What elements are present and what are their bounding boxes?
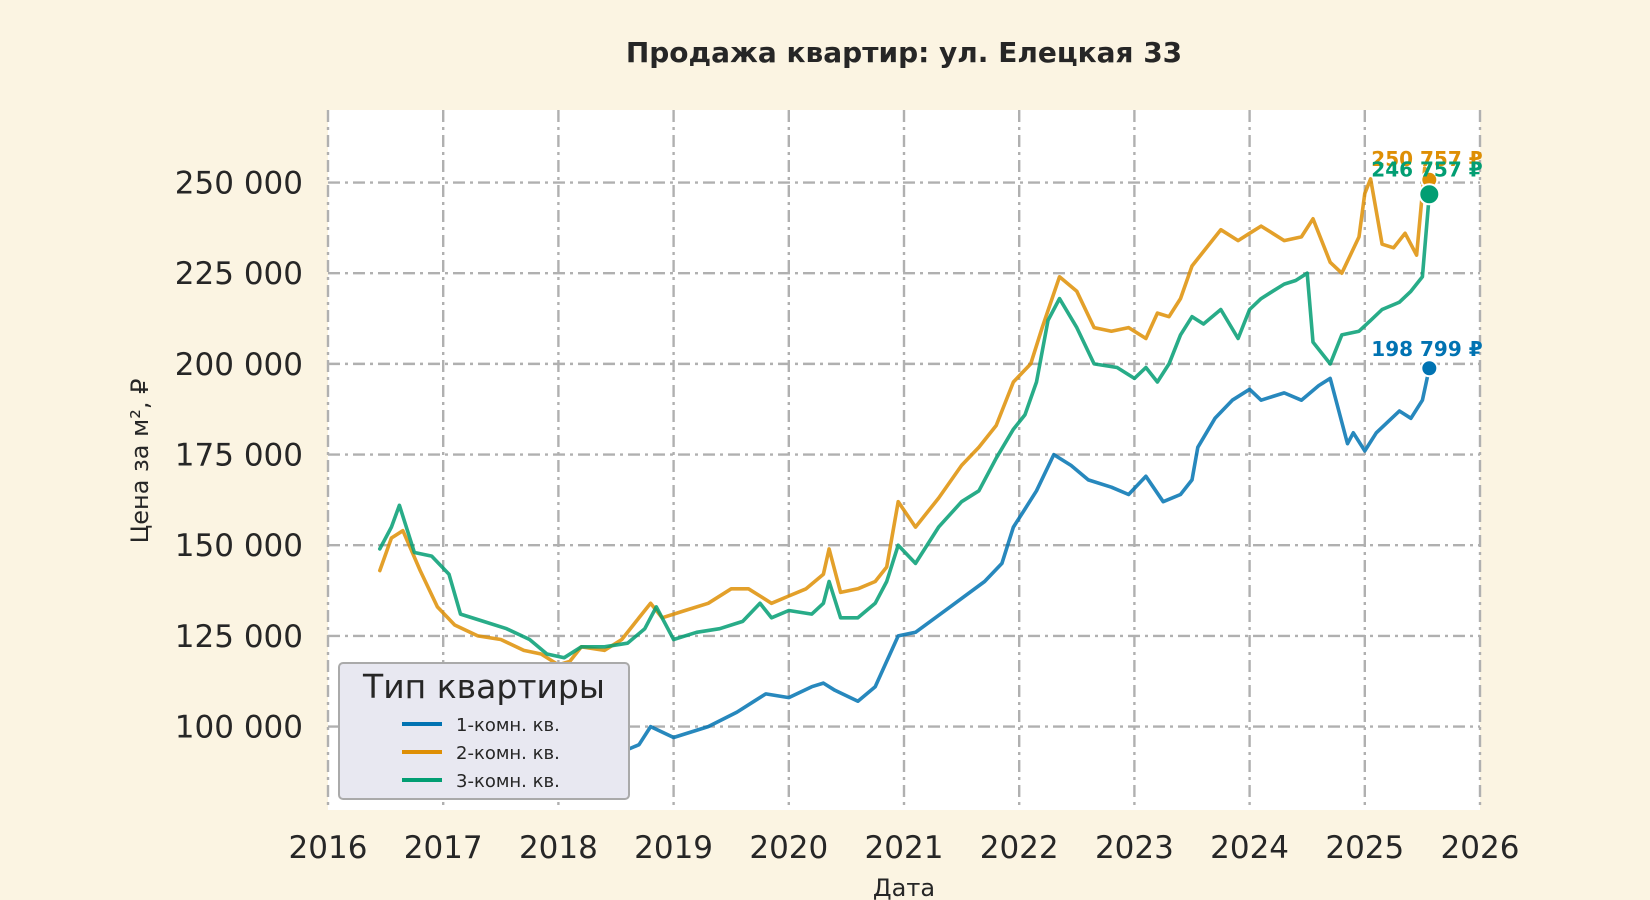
y-tick-label: 150 000 — [175, 528, 303, 564]
legend-title: Тип квартиры — [362, 667, 605, 706]
end-value-label: 246 757 ₽ — [1371, 157, 1482, 181]
series-line-3 — [377, 192, 1432, 660]
x-tick-label: 2022 — [980, 830, 1059, 866]
x-axis-label: Дата — [873, 874, 935, 900]
end-value-label: 198 799 ₽ — [1371, 337, 1482, 361]
series-line-1 — [406, 366, 1432, 772]
y-axis-label: Цена за м², ₽ — [126, 379, 154, 544]
x-tick-label: 2024 — [1210, 830, 1289, 866]
x-tick-label: 2018 — [519, 830, 598, 866]
end-point-marker — [1418, 183, 1441, 206]
end-value-label: 250 757 ₽ — [1371, 147, 1482, 171]
x-tick-label: 2020 — [749, 830, 828, 866]
x-tick-label: 2019 — [634, 830, 713, 866]
x-axis-ticks: 2016 2017 2018 2019 2020 2021 2022 2023 2024 2025… — [289, 830, 1520, 866]
chart-title: Продажа квартир: ул. Елецкая 33 — [626, 36, 1182, 69]
end-annotations: 250 757 ₽246 757 ₽ 198 799 ₽ — [1371, 147, 1483, 378]
y-tick-label: 100 000 — [175, 710, 303, 746]
y-tick-label: 125 000 — [175, 619, 303, 655]
legend-entry-label: 2-комн. кв. — [456, 743, 560, 764]
series-lines — [377, 166, 1432, 772]
legend-box — [338, 662, 630, 800]
legend-entry-label: 3-комн. кв. — [456, 771, 560, 792]
y-tick-label: 250 000 — [175, 166, 303, 202]
legend: Тип квартиры 1-комн. кв. 2-комн. кв. 3-ком… — [338, 662, 630, 800]
series-line-2 — [377, 166, 1432, 667]
legend-entry-label: 1-комн. кв. — [456, 715, 560, 736]
y-tick-label: 175 000 — [175, 438, 303, 474]
legend-items: 1-комн. кв. 2-комн. кв. 3-комн. кв. — [402, 715, 560, 792]
x-tick-label: 2026 — [1441, 830, 1520, 866]
grid — [326, 110, 1482, 810]
x-tick-label: 2023 — [1095, 830, 1174, 866]
x-tick-label: 2021 — [865, 830, 944, 866]
y-tick-label: 200 000 — [175, 347, 303, 383]
x-tick-label: 2016 — [289, 830, 368, 866]
y-axis-ticks: 100 000 125 000 150 000 175 000 200 000 225 0… — [175, 166, 303, 746]
end-point-marker — [1420, 359, 1439, 378]
x-tick-label: 2017 — [404, 830, 483, 866]
y-tick-label: 225 000 — [175, 256, 303, 292]
x-tick-label: 2025 — [1325, 830, 1404, 866]
